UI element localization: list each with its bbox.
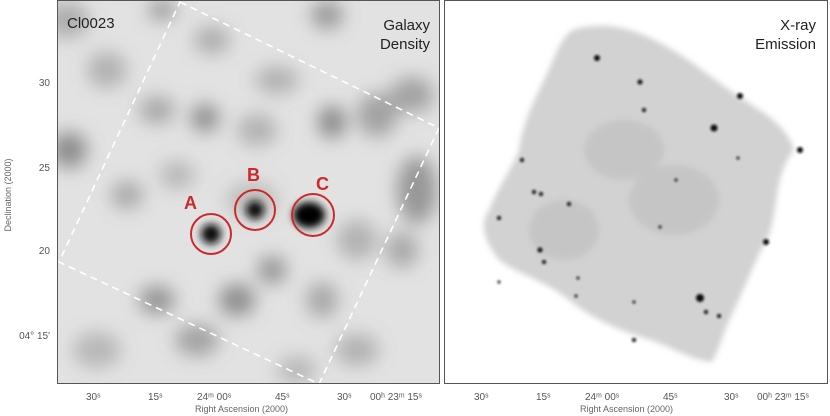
x-tick-left-1: 30ˢ — [86, 392, 101, 403]
x-axis-title-left: Right Ascension (2000) — [195, 404, 289, 414]
x-tick-left-4: 45ˢ — [275, 392, 290, 403]
right-panel-label-line2: Emission — [755, 36, 816, 53]
marker-circle-b — [234, 189, 276, 231]
y-tick-20: 20 — [38, 246, 50, 257]
xray-emission-map — [444, 0, 828, 384]
marker-circle-c — [291, 193, 335, 237]
marker-label-a: A — [184, 193, 197, 213]
xray-emission-panel: X-ray Emission — [444, 0, 828, 384]
right-panel-label-line1: X-ray — [780, 17, 816, 34]
x-tick-right-6: 00ʰ 23ᵐ 15ˢ — [757, 392, 809, 403]
left-panel-label-line1: Galaxy — [383, 17, 430, 34]
x-tick-left-5: 30ˢ — [337, 392, 352, 403]
survey-footprint-outline — [57, 0, 440, 384]
y-tick-25: 25 — [38, 163, 50, 174]
x-tick-right-4: 45ˢ — [663, 392, 678, 403]
x-axis-title-right: Right Ascension (2000) — [580, 404, 674, 414]
galaxy-density-panel: A B C Cl0023 Galaxy Density — [57, 0, 440, 384]
left-panel-label-line2: Density — [379, 36, 430, 53]
right-panel-label: X-ray Emission — [755, 16, 816, 54]
y-tick-15: 04° 15' — [19, 331, 50, 342]
x-tick-left-3: 24ᵐ 00ˢ — [197, 392, 232, 403]
x-tick-right-3: 24ᵐ 00ˢ — [585, 392, 620, 403]
marker-label-c: C — [316, 174, 329, 194]
cluster-name: Cl0023 — [67, 15, 115, 32]
x-tick-left-6: 00ʰ 23ᵐ 15ˢ — [370, 392, 422, 403]
y-axis-title: Declination (2000) — [3, 158, 13, 232]
marker-circle-a — [190, 213, 232, 255]
marker-label-b: B — [247, 165, 260, 185]
x-tick-left-2: 15ˢ — [148, 392, 163, 403]
left-panel-label: Galaxy Density — [380, 16, 430, 54]
y-tick-30: 30 — [38, 78, 50, 89]
x-tick-right-5: 30ˢ — [724, 392, 739, 403]
x-tick-right-2: 15ˢ — [536, 392, 551, 403]
x-tick-right-1: 30ˢ — [474, 392, 489, 403]
galaxy-density-map: A B C — [57, 0, 440, 384]
